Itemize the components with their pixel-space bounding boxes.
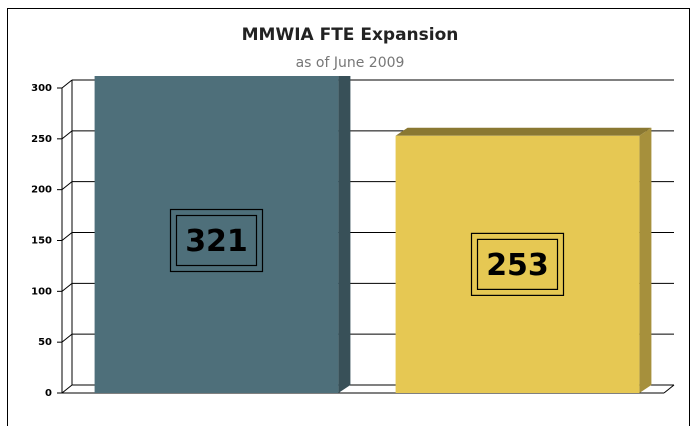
y-tick-label: 0 (45, 388, 52, 399)
y-tick-label: 150 (31, 236, 52, 247)
floor-right (663, 384, 675, 394)
data-label: 253 (486, 248, 549, 283)
chart-title: MMWIA FTE Expansion (242, 25, 459, 45)
label-box-outer (169, 208, 264, 273)
chart-subtitle: as of June 2009 (296, 55, 405, 71)
grid-depth (61, 79, 73, 89)
data-label: 321 (185, 224, 248, 259)
bars (94, 76, 652, 394)
grid-depth (61, 181, 73, 191)
grid-depth (61, 384, 73, 394)
plot-area: 0 50 100 150 200 250 300 321 253 (31, 76, 675, 399)
y-tick-label: 300 (31, 83, 52, 94)
bar-side (639, 127, 652, 394)
bar (395, 135, 640, 394)
label-box-outer (470, 232, 565, 296)
grid-depth (61, 130, 73, 140)
grid-depth (61, 232, 73, 241)
label-box-inner (175, 214, 258, 267)
grid-depth (61, 282, 73, 292)
bar-side (338, 76, 351, 393)
y-tick-label: 250 (31, 134, 52, 145)
label-box-inner (476, 238, 559, 290)
y-tick-label: 100 (31, 286, 52, 297)
y-tick-label: 50 (38, 337, 52, 348)
y-tick-label: 200 (31, 185, 52, 196)
grid-depth (61, 333, 73, 343)
bar (94, 76, 339, 394)
bar-top (395, 127, 652, 136)
